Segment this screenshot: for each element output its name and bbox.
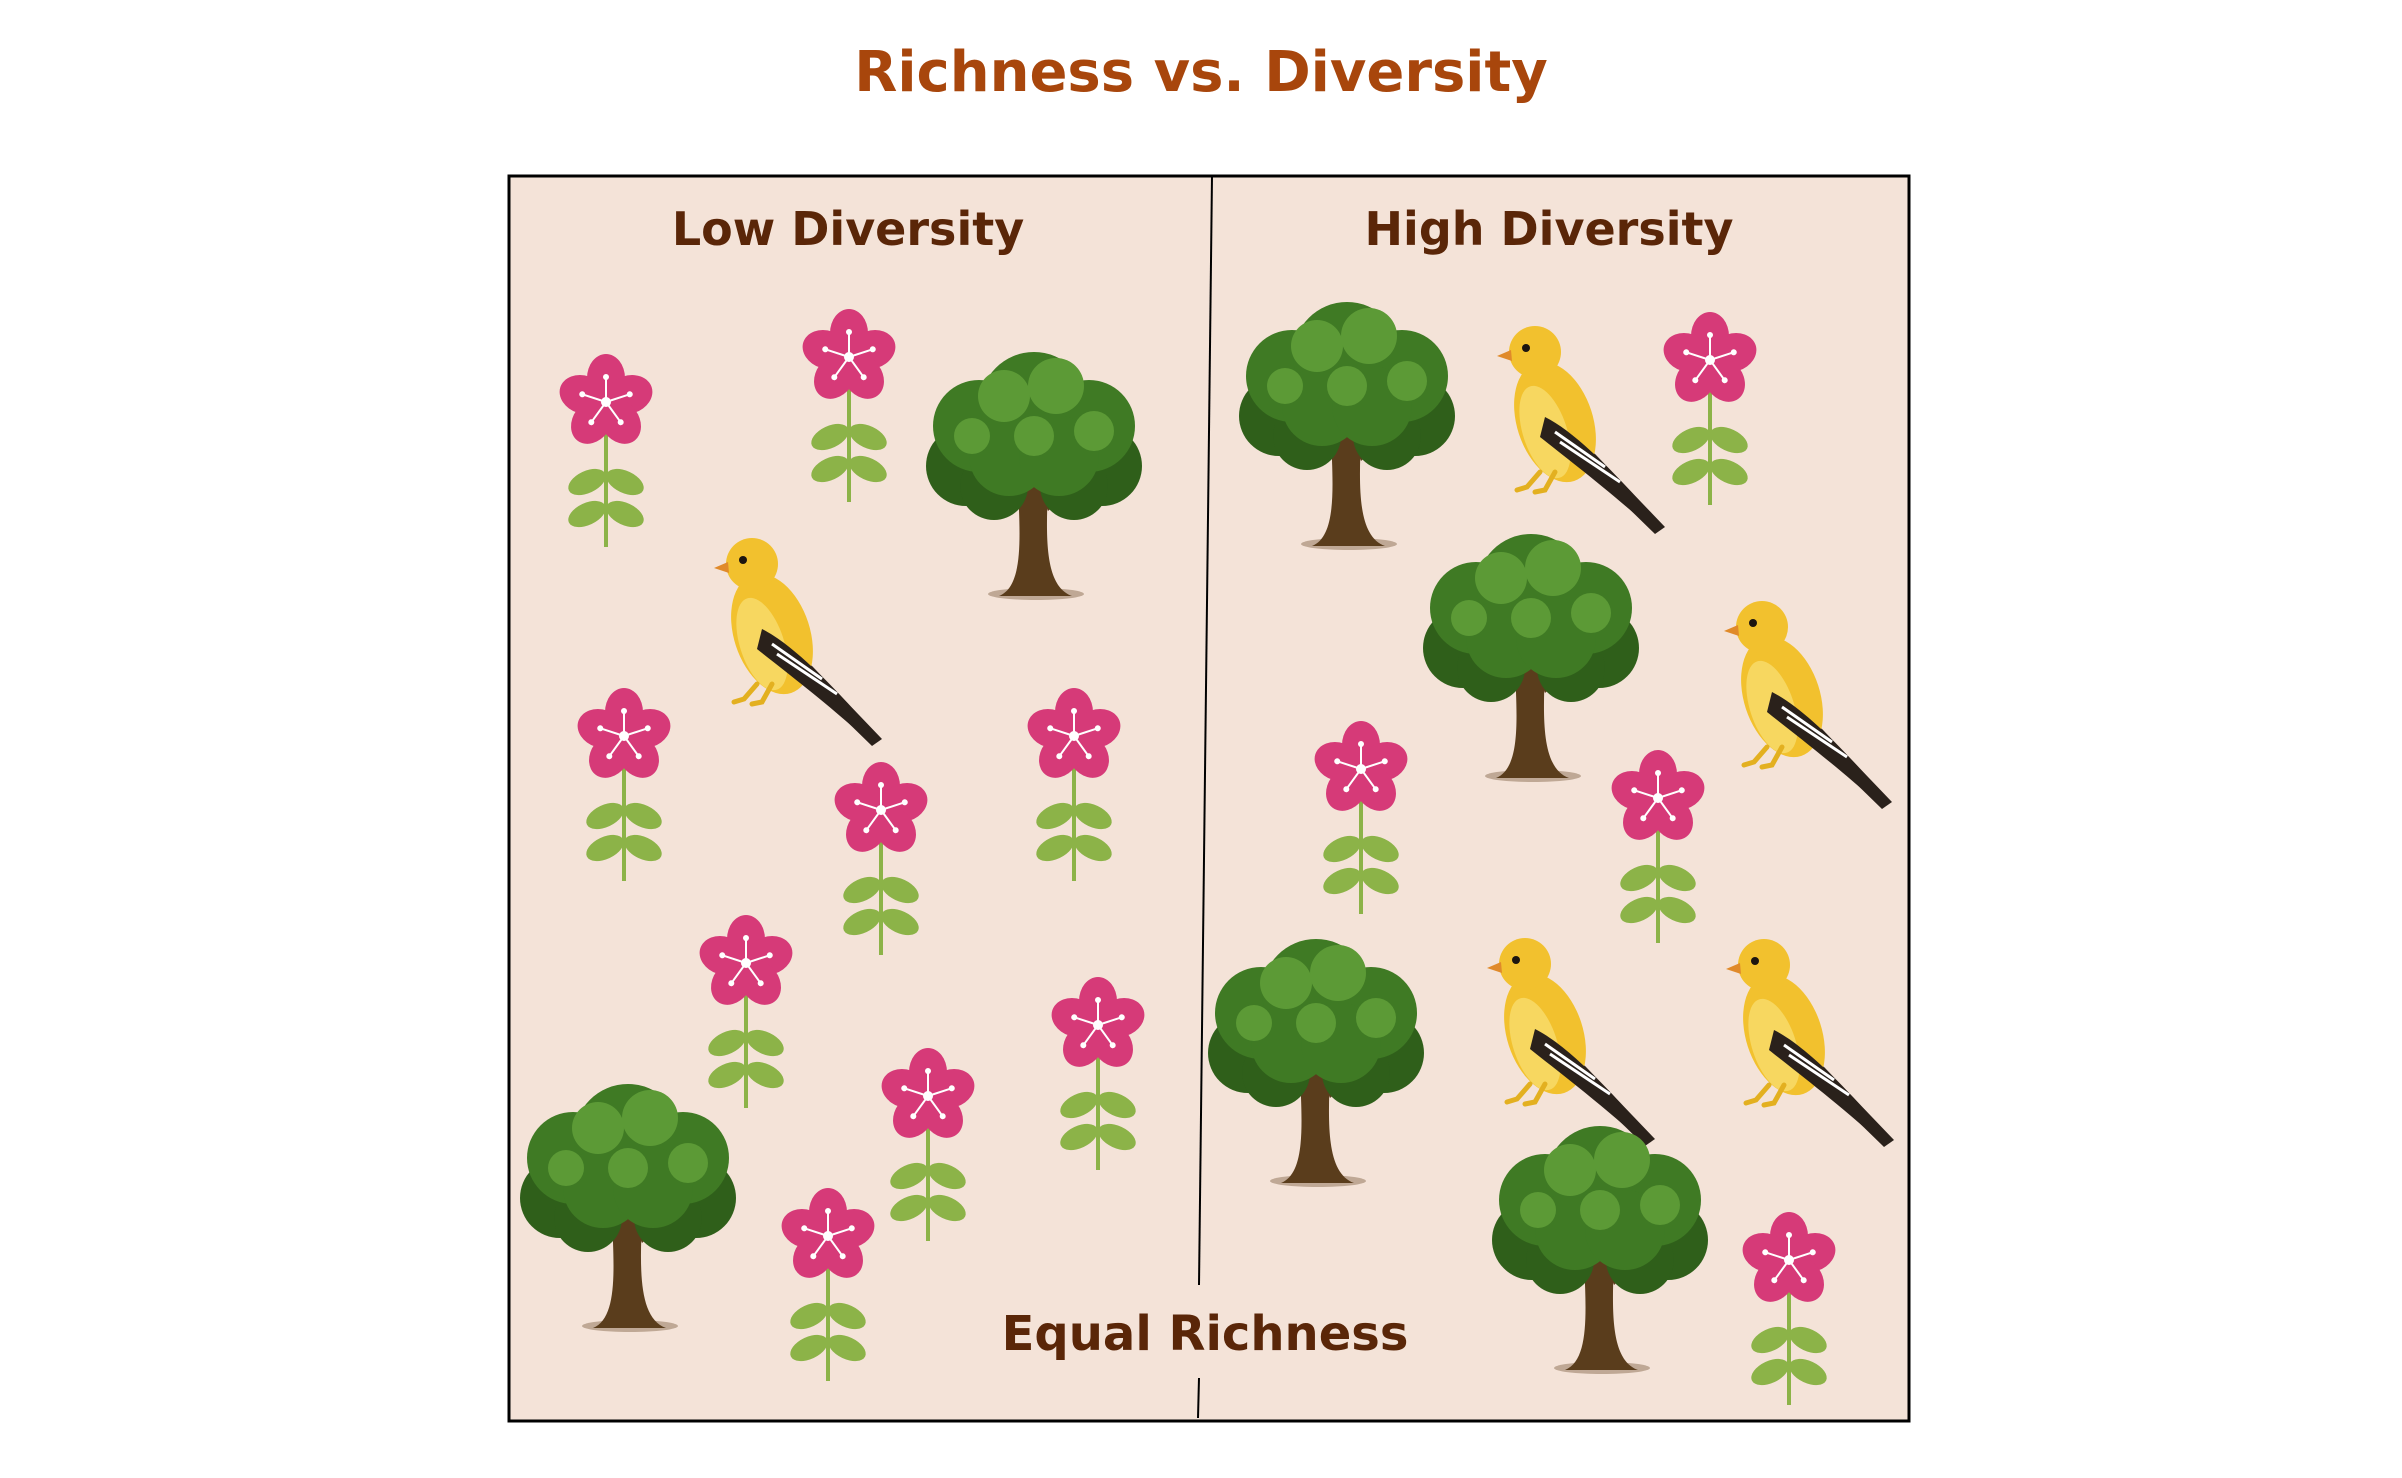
divider-line (1198, 175, 1213, 1286)
left-panel-label: Low Diversity (672, 202, 1024, 256)
equal-richness-label: Equal Richness (1002, 1306, 1409, 1362)
right-panel-label: High Diversity (1365, 202, 1734, 256)
divider-line-lower (1197, 1377, 1200, 1419)
diagram-title: Richness vs. Diversity (854, 40, 1548, 105)
panel-frame (507, 174, 1911, 1423)
